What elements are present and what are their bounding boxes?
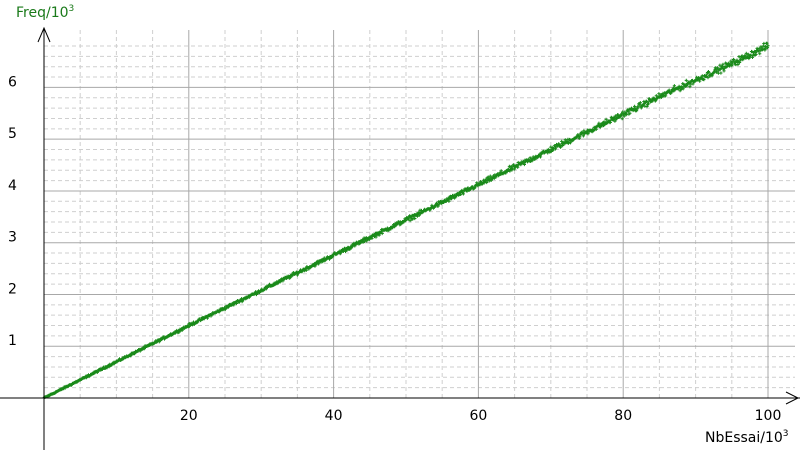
data-point [710,74,714,78]
data-point [408,219,412,223]
data-point [499,169,503,173]
data-point [620,117,624,121]
data-point [636,105,640,109]
data-point [380,231,384,236]
data-point [719,71,723,75]
y-tick-label: 4 [8,178,17,194]
y-tick-label: 3 [8,230,17,246]
data-point [622,114,626,118]
x-tick-label: 100 [755,408,782,424]
data-point [586,132,590,136]
data-point [597,121,601,125]
data-point [657,92,661,96]
data-point [417,213,421,217]
data-point [684,78,688,82]
y-tick-label: 2 [8,281,17,297]
data-point [702,78,706,82]
data-point [314,263,318,267]
data-point [681,87,685,91]
data-point [447,199,451,203]
data-point [370,236,374,240]
data-point [508,169,512,173]
data-point [679,87,683,92]
data-point [646,102,651,106]
y-axis-arrow-icon [37,26,51,43]
y-axis-label: Freq/103 [16,4,74,21]
data-point [377,233,381,237]
data-point [522,162,526,167]
data-point [624,113,628,117]
x-tick-label: 40 [325,408,343,424]
data-point [688,85,692,89]
y-tick-label: 6 [8,74,17,90]
data-point [582,129,586,133]
data-point [413,216,417,221]
x-tick-label: 60 [469,408,487,424]
data-point [746,52,750,56]
data-point [736,62,740,67]
data-point [721,62,725,66]
data-point [722,69,726,73]
data-point [374,235,378,239]
data-point [754,52,758,56]
data-point [581,134,585,138]
data-point [538,155,543,159]
data-point [321,260,325,264]
major-grid [44,30,795,398]
minor-grid [44,30,795,398]
y-tick-label: 5 [8,126,17,142]
data-point [765,41,769,45]
axes [0,26,800,450]
data-point [744,51,748,55]
data-point [758,52,762,56]
data-point [485,180,489,185]
data-point [475,181,479,185]
data-points [42,41,770,400]
data-point [626,109,630,113]
data-point [635,109,639,113]
x-axis-arrow-icon [785,391,800,405]
data-point [465,189,469,193]
x-tick-label: 80 [614,408,632,424]
y-tick-label: 1 [8,333,17,349]
data-point [757,47,761,51]
data-point [706,76,710,80]
data-point [628,111,632,115]
x-tick-label: 20 [180,408,198,424]
data-point [187,324,191,328]
data-point [715,69,719,73]
x-axis-label: NbEssai/103 [705,429,789,446]
data-point [516,165,520,169]
data-point [304,268,308,272]
data-point [411,217,415,221]
data-point [672,84,676,88]
data-point [461,192,465,196]
data-point [718,63,722,67]
tick-labels: 20 40 60 80 100 1 2 3 4 5 6 [8,74,781,424]
data-point [698,79,702,83]
data-point [766,44,770,48]
data-point [638,101,642,105]
data-point [604,117,608,121]
data-point [707,71,711,75]
data-point [436,204,440,208]
data-point [345,248,349,252]
data-point [671,86,675,90]
